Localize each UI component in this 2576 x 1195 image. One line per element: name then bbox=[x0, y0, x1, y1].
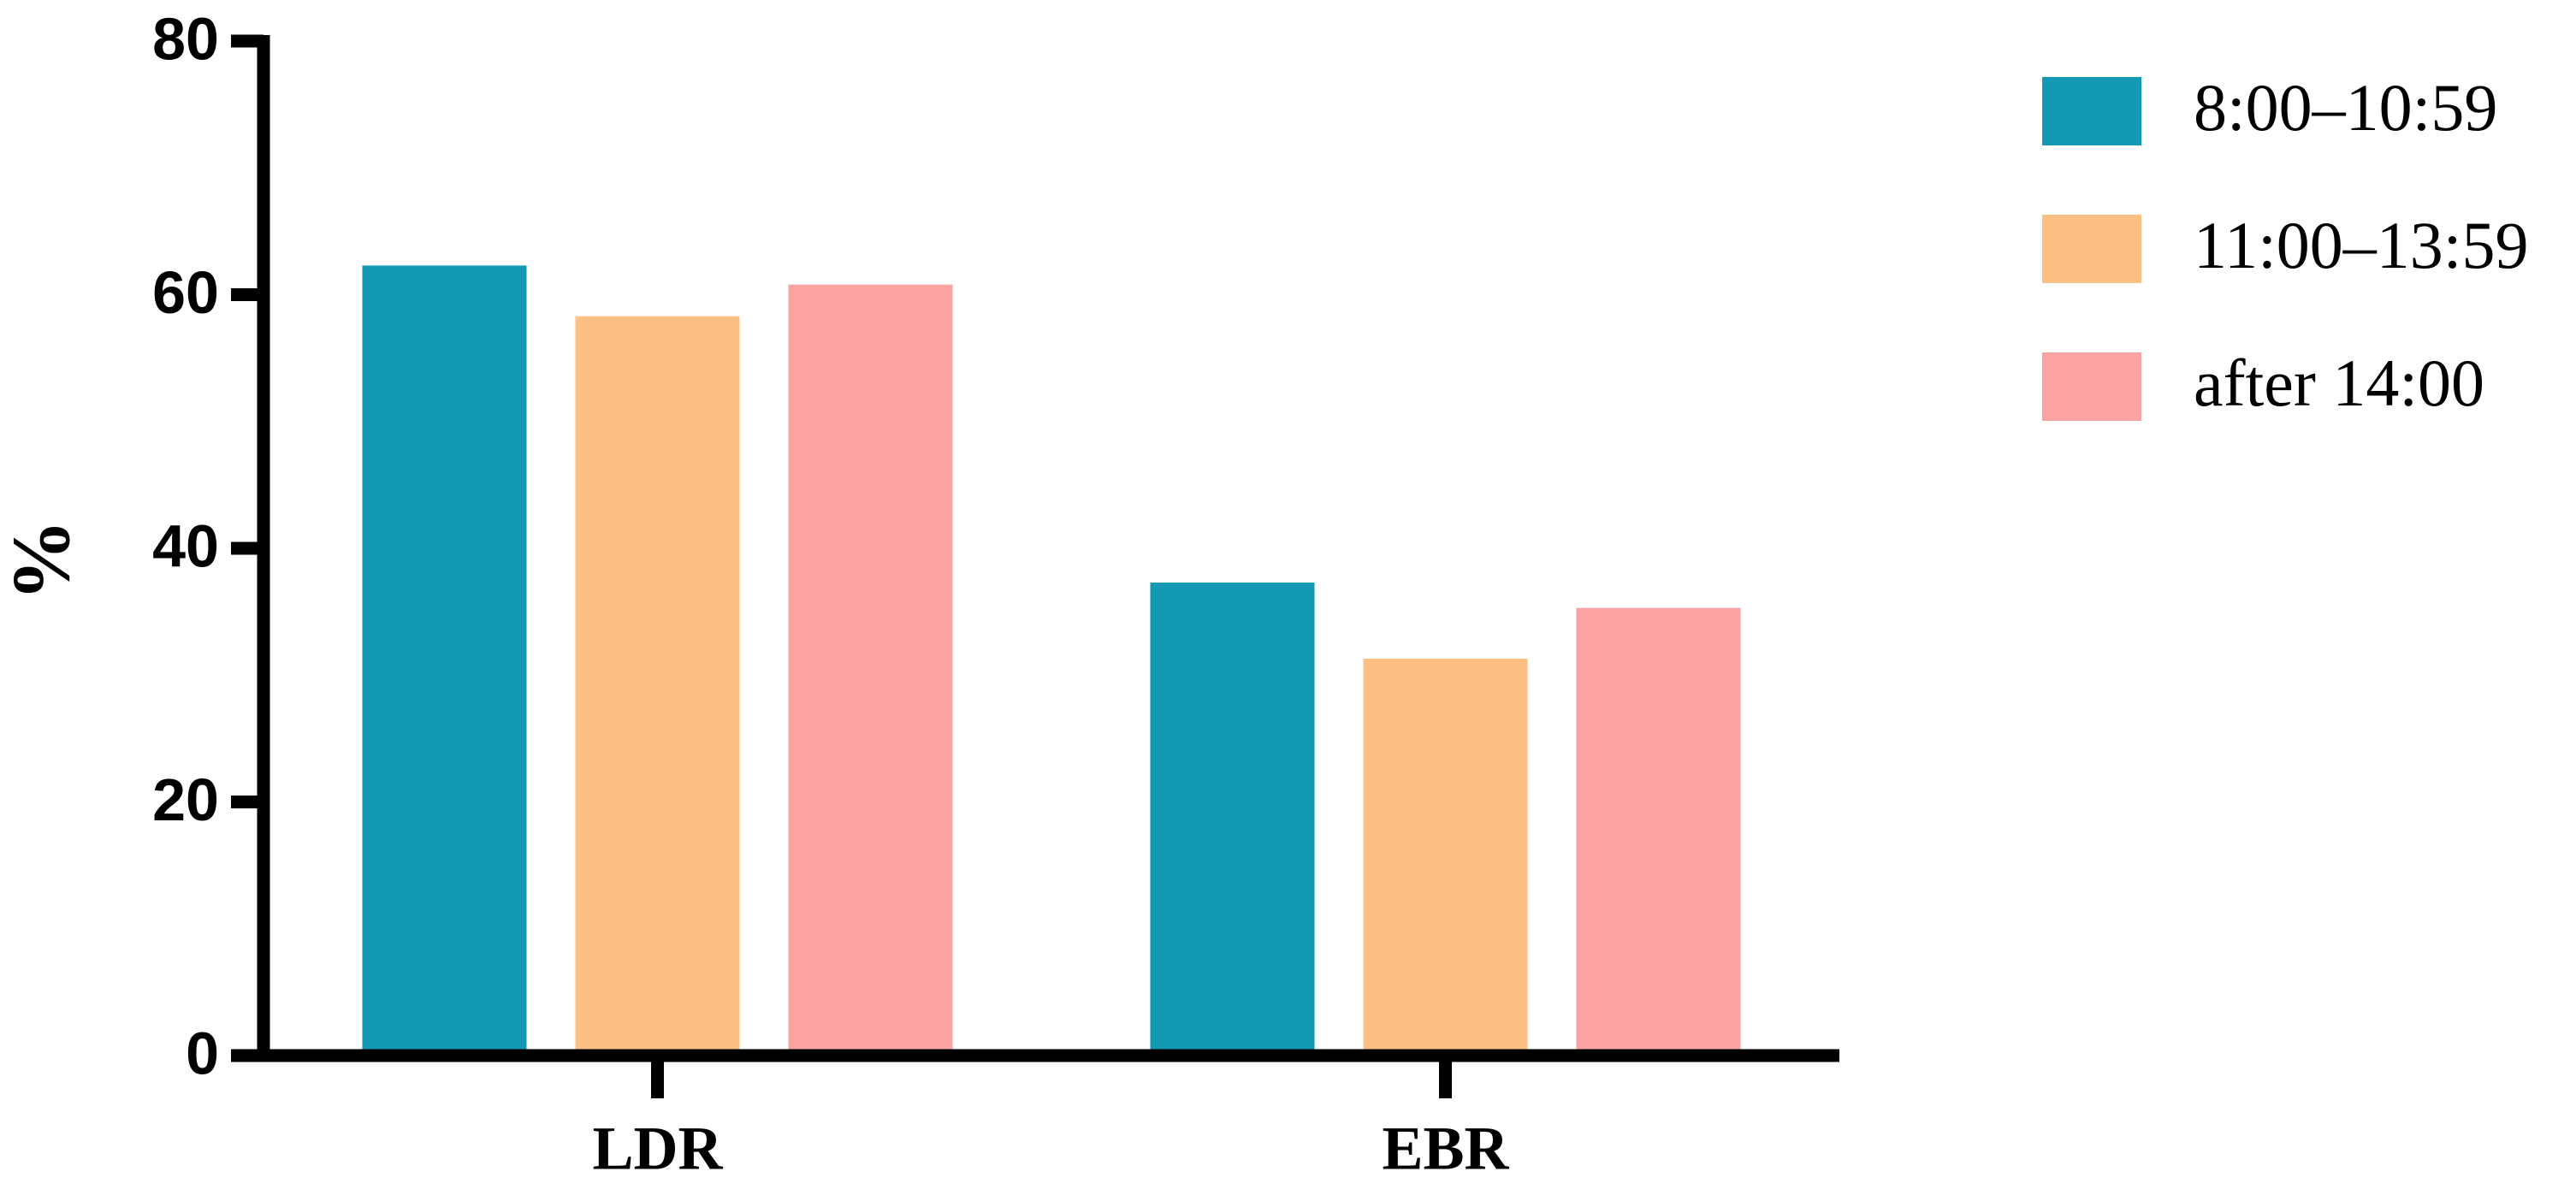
legend-swatch bbox=[2042, 352, 2141, 421]
y-tick-label: 40 bbox=[152, 512, 219, 579]
legend-label: 8:00–10:59 bbox=[2194, 70, 2497, 145]
bar bbox=[1150, 583, 1315, 1056]
legend-label: after 14:00 bbox=[2194, 346, 2484, 420]
x-tick-label: LDR bbox=[592, 1115, 723, 1183]
bar bbox=[575, 316, 740, 1056]
bar bbox=[1363, 658, 1528, 1056]
legend-swatch bbox=[2042, 215, 2141, 283]
y-axis-label: % bbox=[0, 519, 86, 601]
legend-label: 11:00–13:59 bbox=[2194, 208, 2528, 282]
y-tick-label: 80 bbox=[152, 5, 219, 72]
x-tick-label: EBR bbox=[1382, 1115, 1509, 1183]
legend-swatch bbox=[2042, 77, 2141, 145]
bar bbox=[788, 284, 953, 1056]
y-tick-label: 20 bbox=[152, 766, 219, 833]
bar bbox=[1576, 607, 1741, 1056]
bar bbox=[362, 265, 527, 1056]
y-tick-label: 60 bbox=[152, 259, 219, 326]
y-tick-label: 0 bbox=[186, 1020, 219, 1086]
